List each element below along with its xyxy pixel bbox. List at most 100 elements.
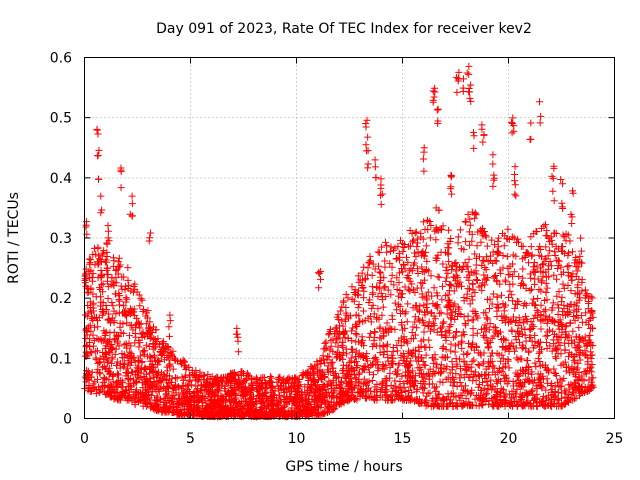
data-point bbox=[566, 319, 574, 327]
data-point bbox=[151, 336, 159, 344]
data-point bbox=[98, 206, 106, 214]
data-point bbox=[449, 402, 457, 410]
data-point bbox=[153, 370, 161, 378]
data-point bbox=[284, 408, 292, 416]
data-point bbox=[557, 176, 565, 184]
data-point bbox=[500, 314, 508, 322]
data-point bbox=[205, 382, 213, 390]
data-point bbox=[126, 348, 134, 356]
data-point bbox=[473, 254, 481, 262]
data-point bbox=[118, 309, 126, 317]
data-point bbox=[169, 409, 177, 417]
data-point bbox=[574, 284, 582, 292]
data-point bbox=[389, 354, 397, 362]
data-point bbox=[281, 379, 289, 387]
data-point bbox=[550, 162, 558, 170]
data-point bbox=[527, 243, 535, 251]
data-point bbox=[363, 386, 371, 394]
data-point bbox=[508, 291, 516, 299]
data-point bbox=[146, 330, 154, 338]
data-point bbox=[541, 401, 549, 409]
data-point bbox=[275, 399, 283, 407]
data-point bbox=[282, 397, 290, 405]
data-point bbox=[490, 274, 498, 282]
data-point bbox=[420, 361, 428, 369]
y-tick-label: 0.6 bbox=[50, 51, 72, 67]
data-point bbox=[540, 307, 548, 315]
data-point bbox=[481, 371, 489, 379]
data-point bbox=[241, 408, 249, 416]
data-point bbox=[420, 167, 428, 175]
data-point bbox=[573, 290, 581, 298]
data-point bbox=[304, 370, 312, 378]
data-point bbox=[511, 170, 519, 178]
data-point bbox=[252, 375, 260, 383]
data-point bbox=[566, 385, 574, 393]
data-point bbox=[418, 373, 426, 381]
data-point bbox=[310, 389, 318, 397]
data-point bbox=[439, 319, 447, 327]
data-point bbox=[185, 371, 193, 379]
data-point bbox=[307, 406, 315, 414]
data-point bbox=[349, 365, 357, 373]
data-point bbox=[360, 375, 368, 383]
data-point bbox=[559, 180, 567, 188]
data-point bbox=[419, 248, 427, 256]
data-point bbox=[447, 315, 455, 323]
data-point bbox=[471, 250, 479, 258]
data-point bbox=[375, 315, 383, 323]
data-point bbox=[431, 370, 439, 378]
data-point bbox=[165, 356, 173, 364]
data-point bbox=[497, 335, 505, 343]
data-point bbox=[378, 311, 386, 319]
data-point bbox=[246, 389, 254, 397]
data-point bbox=[137, 390, 145, 398]
data-point bbox=[557, 270, 565, 278]
data-point bbox=[500, 396, 508, 404]
data-point bbox=[142, 370, 150, 378]
data-point bbox=[487, 352, 495, 360]
data-point bbox=[490, 323, 498, 331]
data-point bbox=[160, 370, 168, 378]
data-point bbox=[438, 402, 446, 410]
data-point bbox=[516, 318, 524, 326]
data-point bbox=[504, 225, 512, 233]
data-point bbox=[475, 402, 483, 410]
data-point bbox=[499, 252, 507, 260]
data-point bbox=[214, 385, 222, 393]
data-point bbox=[404, 392, 412, 400]
data-point bbox=[133, 389, 141, 397]
data-point bbox=[558, 243, 566, 251]
data-point bbox=[509, 378, 517, 386]
data-point bbox=[107, 359, 115, 367]
data-point bbox=[376, 323, 384, 331]
data-point bbox=[565, 381, 573, 389]
data-point bbox=[473, 242, 481, 250]
data-point bbox=[515, 332, 523, 340]
data-point bbox=[554, 345, 562, 353]
data-point bbox=[480, 256, 488, 264]
data-point bbox=[141, 364, 149, 372]
data-point bbox=[173, 406, 181, 414]
data-point bbox=[182, 364, 190, 372]
data-point bbox=[325, 377, 333, 385]
data-point bbox=[435, 390, 443, 398]
data-point bbox=[93, 347, 101, 355]
data-point bbox=[122, 294, 130, 302]
data-point bbox=[413, 239, 421, 247]
data-point bbox=[456, 226, 464, 234]
data-point bbox=[493, 402, 501, 410]
data-point bbox=[420, 301, 428, 309]
data-point bbox=[465, 364, 473, 372]
data-point bbox=[345, 377, 353, 385]
data-point bbox=[575, 296, 583, 304]
data-point bbox=[579, 387, 587, 395]
data-point bbox=[448, 309, 456, 317]
data-point bbox=[128, 212, 136, 220]
data-point bbox=[430, 93, 438, 101]
data-point bbox=[503, 374, 511, 382]
data-point bbox=[542, 288, 550, 296]
data-point bbox=[360, 294, 368, 302]
data-point bbox=[213, 377, 221, 385]
data-point bbox=[488, 300, 496, 308]
